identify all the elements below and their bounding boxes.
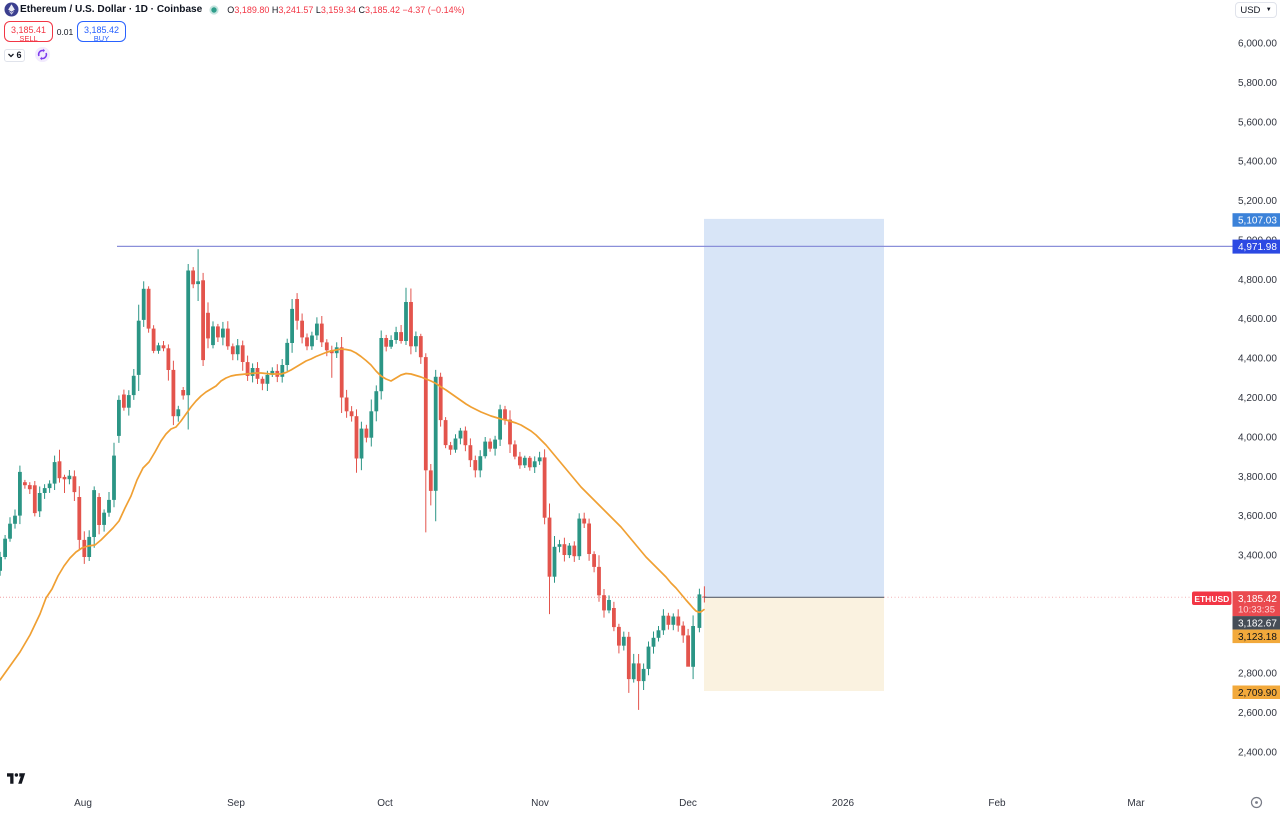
svg-text:Nov: Nov — [531, 798, 549, 809]
svg-text:ETHUSD: ETHUSD — [1194, 594, 1229, 604]
svg-text:6,000.00: 6,000.00 — [1238, 39, 1277, 50]
svg-text:5,200.00: 5,200.00 — [1238, 196, 1277, 207]
svg-text:3,600.00: 3,600.00 — [1238, 511, 1277, 522]
svg-text:2,600.00: 2,600.00 — [1238, 708, 1277, 719]
svg-text:10:33:35: 10:33:35 — [1238, 604, 1275, 615]
svg-text:2,800.00: 2,800.00 — [1238, 669, 1277, 680]
svg-text:3,182.67: 3,182.67 — [1238, 618, 1277, 629]
svg-text:3,400.00: 3,400.00 — [1238, 551, 1277, 562]
svg-text:5,400.00: 5,400.00 — [1238, 157, 1277, 168]
svg-text:4,200.00: 4,200.00 — [1238, 393, 1277, 404]
svg-text:4,600.00: 4,600.00 — [1238, 314, 1277, 325]
svg-text:3,185.42: 3,185.42 — [1238, 594, 1277, 605]
svg-text:Mar: Mar — [1127, 798, 1145, 809]
svg-text:4,800.00: 4,800.00 — [1238, 275, 1277, 286]
svg-text:3,800.00: 3,800.00 — [1238, 472, 1277, 483]
svg-text:5,107.03: 5,107.03 — [1238, 215, 1277, 226]
svg-text:3,123.18: 3,123.18 — [1238, 632, 1277, 643]
svg-text:Feb: Feb — [988, 798, 1006, 809]
svg-text:4,971.98: 4,971.98 — [1238, 242, 1277, 253]
svg-text:5,800.00: 5,800.00 — [1238, 78, 1277, 89]
svg-text:4,400.00: 4,400.00 — [1238, 354, 1277, 365]
svg-text:2,400.00: 2,400.00 — [1238, 748, 1277, 759]
svg-text:Oct: Oct — [377, 798, 393, 809]
svg-text:Dec: Dec — [679, 798, 697, 809]
svg-text:Aug: Aug — [74, 798, 92, 809]
svg-text:2026: 2026 — [832, 798, 855, 809]
svg-text:5,600.00: 5,600.00 — [1238, 117, 1277, 128]
svg-text:Sep: Sep — [227, 798, 245, 809]
svg-text:4,000.00: 4,000.00 — [1238, 432, 1277, 443]
svg-text:2,709.90: 2,709.90 — [1238, 688, 1277, 699]
